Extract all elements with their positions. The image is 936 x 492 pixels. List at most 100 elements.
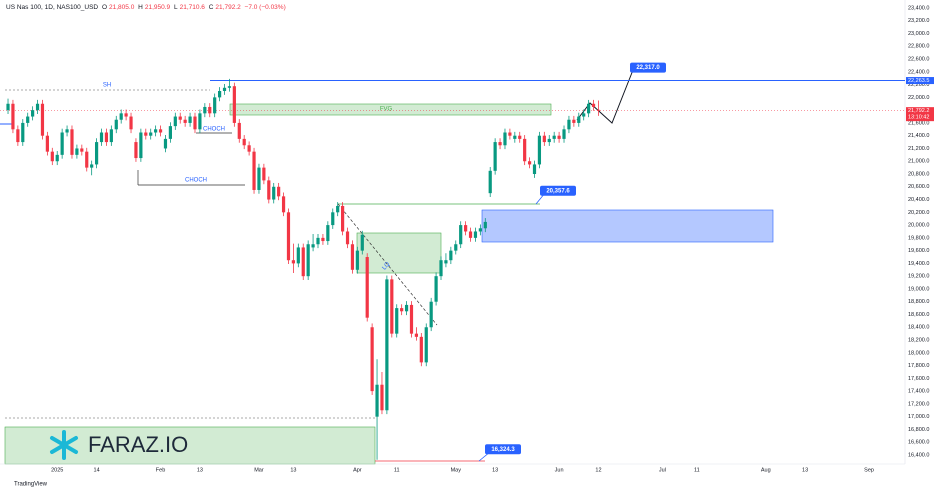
y-tick-label: 22,400.0 xyxy=(908,69,929,75)
candle-body xyxy=(523,138,527,162)
candle-body xyxy=(262,167,266,181)
candle-body xyxy=(365,257,369,318)
x-tick-label: 11 xyxy=(394,467,400,473)
candle-body xyxy=(419,336,423,363)
candle-body xyxy=(336,205,340,213)
candle-body xyxy=(370,327,374,392)
ohlc-label: L xyxy=(173,4,178,11)
x-tick-label: Apr xyxy=(353,467,362,473)
candle-body xyxy=(94,142,99,165)
candle-body xyxy=(99,132,104,143)
candle-body xyxy=(222,87,227,91)
candle-body xyxy=(468,231,473,238)
candle-body xyxy=(267,180,271,200)
y-tick-label: 18,200.0 xyxy=(908,337,929,343)
candle-body xyxy=(301,247,305,277)
candle-body xyxy=(193,116,197,130)
candle-body xyxy=(242,138,246,146)
candle-body xyxy=(291,260,296,264)
x-tick-label: 12 xyxy=(595,467,601,473)
y-tick-label: 18,000.0 xyxy=(908,350,929,356)
y-tick-label: 18,400.0 xyxy=(908,325,929,331)
header: US Nas 100, 1D, NAS100_USD O 21,805.0 H 21… xyxy=(6,4,288,11)
candle-body xyxy=(16,129,20,143)
x-tick-label: 2025 xyxy=(51,467,63,473)
candle-body xyxy=(414,333,419,337)
candle-body xyxy=(596,109,601,111)
fvg-zone xyxy=(229,103,552,116)
axis-price-label: 22,263.5 xyxy=(908,78,929,84)
candle-body xyxy=(257,167,261,190)
y-tick-label: 22,000.0 xyxy=(908,95,929,101)
candle-body xyxy=(149,132,153,136)
candle-body xyxy=(173,116,177,127)
candle-body xyxy=(198,113,202,130)
level-box xyxy=(485,444,521,455)
candle-body xyxy=(400,308,404,312)
y-tick-label: 22,200.0 xyxy=(908,82,929,88)
ohlc-value: 21,805.0 xyxy=(109,4,135,11)
annotation: CHOCH xyxy=(185,178,207,184)
y-tick-label: 20,600.0 xyxy=(908,184,929,190)
x-tick-label: 13 xyxy=(197,467,203,473)
watermark-logo xyxy=(50,430,78,460)
candle-body xyxy=(537,135,542,165)
candle-body xyxy=(483,221,487,229)
y-tick-label: 23,200.0 xyxy=(908,18,929,24)
candle-body xyxy=(316,237,320,245)
candle-body xyxy=(178,116,182,120)
candle-body xyxy=(503,132,507,146)
candle-body xyxy=(518,135,522,139)
x-tick-label: 13 xyxy=(802,467,808,473)
countdown: 13:10:42 xyxy=(908,115,929,121)
y-tick-label: 18,800.0 xyxy=(908,299,929,305)
ohlc-value: 21,792.2 xyxy=(215,4,241,11)
candle-body xyxy=(90,164,94,168)
y-tick-label: 19,000.0 xyxy=(908,286,929,292)
axis-price-box xyxy=(906,107,934,122)
candle-body xyxy=(188,116,192,123)
candle-body xyxy=(404,304,409,312)
candle-body xyxy=(124,113,128,117)
candle-body xyxy=(104,132,109,143)
candle-body xyxy=(459,225,463,245)
candle-body xyxy=(513,135,517,139)
candle-body xyxy=(203,106,207,114)
y-tick-label: 18,600.0 xyxy=(908,312,929,318)
ohlc-value: 21,710.6 xyxy=(179,4,205,11)
candle-body xyxy=(129,116,133,130)
level-box xyxy=(540,185,576,196)
y-tick-label: 19,600.0 xyxy=(908,248,929,254)
candle-body xyxy=(454,244,458,251)
candle-body xyxy=(395,308,399,334)
candle-body xyxy=(557,135,561,139)
candle-body xyxy=(542,135,546,143)
candle-body xyxy=(75,148,79,155)
candle-body xyxy=(144,132,148,136)
candle-body xyxy=(286,212,291,261)
x-tick-label: Feb xyxy=(156,467,165,473)
y-tick-label: 22,600.0 xyxy=(908,57,929,63)
change: −7.0 (−0.03%) xyxy=(244,4,286,11)
candle-body xyxy=(360,234,364,251)
y-tick-label: 20,000.0 xyxy=(908,223,929,229)
candle-body xyxy=(11,103,15,130)
level-label: 20,357.6 xyxy=(546,188,570,194)
candle-body xyxy=(40,103,45,136)
candle-body xyxy=(217,90,222,98)
level-label: 22,317.0 xyxy=(636,65,660,71)
y-tick-label: 19,400.0 xyxy=(908,261,929,267)
projection-path xyxy=(576,69,634,124)
level-label: 16,324.3 xyxy=(491,447,515,453)
candle-body xyxy=(65,129,69,133)
candle-body xyxy=(272,186,276,200)
candle-body xyxy=(429,301,433,328)
candle-body xyxy=(50,151,54,162)
y-tick-label: 19,200.0 xyxy=(908,274,929,280)
candle-body xyxy=(85,151,89,168)
candle-body xyxy=(375,384,379,417)
candle-body xyxy=(355,250,359,270)
candle-body xyxy=(60,132,64,155)
